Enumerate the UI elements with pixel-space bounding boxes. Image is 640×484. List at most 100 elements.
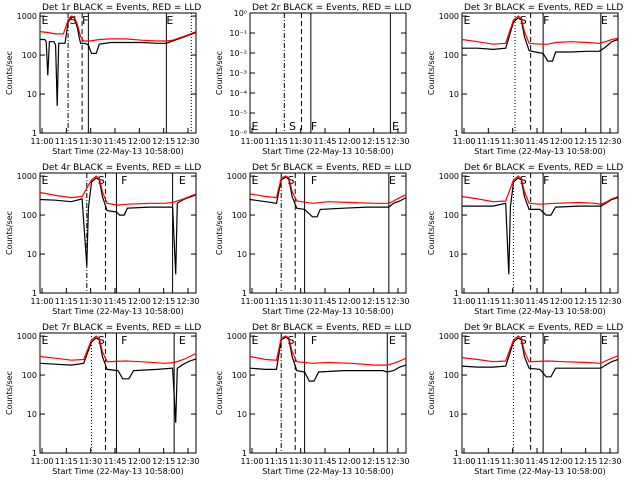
marker-label-e: E [166, 14, 173, 27]
x-tick-label: 12:15 [152, 457, 175, 466]
y-axis-label: Counts/sec [5, 51, 14, 95]
marker-label-s: S [98, 334, 105, 347]
x-tick-label: 12:15 [362, 457, 385, 466]
x-tick-label: 11:30 [289, 457, 312, 466]
x-tick-label: 12:00 [338, 137, 361, 146]
plot-frame [249, 12, 407, 134]
x-tick-label: 11:45 [525, 297, 548, 306]
plot-frame [461, 332, 619, 454]
lld-series-line [249, 175, 407, 204]
chart-title: Det 5r BLACK = Events, RED = LLD [252, 163, 411, 173]
x-axis-label: Start Time (22-May-13 10:58:00) [262, 307, 393, 316]
marker-label-s: S [98, 174, 105, 187]
x-tick-label: 12:00 [550, 457, 573, 466]
events-series-line [39, 177, 197, 275]
x-tick-label: 12:15 [574, 137, 597, 146]
y-tick-label: 10 [449, 250, 459, 259]
x-tick-label: 11:45 [525, 137, 548, 146]
marker-label-s: S [520, 334, 527, 347]
x-tick-label: 12:30 [386, 297, 409, 306]
events-series-line [461, 337, 619, 378]
chart-panel-6: Det 6r BLACK = Events, RED = LLD 1 10 100 10… [427, 163, 623, 316]
lld-series-line [461, 335, 619, 364]
marker-label-e: E [464, 14, 471, 27]
lld-series-line [39, 335, 197, 364]
chart-panel-8: Det 8r BLACK = Events, RED = LLD 1 10 100 10… [215, 323, 411, 476]
y-tick-label: 1 [32, 449, 37, 458]
events-series-line [40, 16, 197, 106]
x-tick-label: 11:30 [289, 137, 312, 146]
y-tick-label: 100 [232, 371, 247, 380]
y-tick-label: 1000 [439, 332, 459, 341]
lld-series-line [249, 335, 407, 366]
x-axis-label: Start Time (22-May-13 10:58:00) [474, 147, 605, 156]
x-axis-label: Start Time (22-May-13 10:58:00) [474, 467, 605, 476]
x-tick-label: 11:45 [103, 457, 126, 466]
y-axis-label: Counts/sec [427, 211, 436, 255]
x-tick-label: 12:00 [128, 297, 151, 306]
y-tick-label: 1000 [17, 172, 37, 181]
x-tick-label: 11:30 [501, 137, 524, 146]
chart-title: Det 4r BLACK = Events, RED = LLD [42, 163, 201, 173]
plot-frame [461, 12, 619, 134]
marker-label-f: F [311, 334, 317, 347]
marker-label-f: F [311, 120, 317, 133]
y-tick-label: 1 [454, 449, 459, 458]
y-tick-label: 1 [32, 129, 37, 138]
x-tick-label: 12:00 [338, 457, 361, 466]
chart-title: Det 9r BLACK = Events, RED = LLD [464, 323, 623, 333]
marker-label-s: S [289, 120, 296, 133]
marker-label-f: F [543, 334, 549, 347]
y-tick-label: 1000 [17, 332, 37, 341]
y-tick-label: 10⁻⁵ [229, 109, 247, 118]
x-tick-label: 12:00 [338, 297, 361, 306]
x-tick-label: 12:00 [550, 137, 573, 146]
chart-title: Det 8r BLACK = Events, RED = LLD [252, 323, 411, 333]
lld-series-line [39, 175, 197, 206]
y-tick-label: 100 [232, 211, 247, 220]
marker-label-f: F [543, 174, 549, 187]
marker-label-f: F [121, 174, 127, 187]
events-series-line [462, 177, 619, 275]
y-axis-label: Counts/sec [5, 211, 14, 255]
y-tick-label: 100 [22, 51, 37, 60]
marker-label-e: E [601, 174, 608, 187]
x-tick-label: 11:45 [103, 297, 126, 306]
x-tick-label: 11:00 [30, 297, 53, 306]
lld-series-line [461, 15, 619, 45]
x-tick-label: 11:30 [79, 457, 102, 466]
marker-label-e: E [42, 174, 49, 187]
x-tick-label: 12:15 [362, 297, 385, 306]
y-tick-label: 10 [449, 90, 459, 99]
x-tick-label: 12:15 [574, 297, 597, 306]
x-tick-label: 12:30 [176, 297, 199, 306]
x-tick-label: 11:45 [313, 137, 336, 146]
x-tick-label: 11:00 [240, 457, 263, 466]
y-tick-label: 10⁻² [229, 49, 247, 58]
y-axis-label: Counts/sec [215, 371, 224, 415]
chart-panel-5: Det 5r BLACK = Events, RED = LLD 1 10 100 10… [215, 163, 411, 316]
y-tick-label: 100 [22, 211, 37, 220]
marker-label-f: F [121, 334, 127, 347]
y-axis-label: Counts/sec [427, 371, 436, 415]
x-tick-label: 11:45 [313, 457, 336, 466]
x-tick-label: 12:30 [386, 457, 409, 466]
x-tick-label: 12:30 [598, 457, 621, 466]
y-tick-label: 1 [242, 449, 247, 458]
y-tick-label: 1 [454, 289, 459, 298]
plot-frame [39, 172, 197, 294]
chart-panel-1: Det 1r BLACK = Events, RED = LLD 1 10 100 10… [5, 3, 201, 156]
x-tick-label: 12:15 [152, 297, 175, 306]
x-tick-label: 11:15 [55, 297, 78, 306]
marker-label-e: E [389, 334, 396, 347]
y-tick-label: 10 [449, 410, 459, 419]
lld-series-line [461, 175, 619, 205]
x-tick-label: 11:00 [240, 297, 263, 306]
events-series-line [249, 336, 407, 382]
y-tick-label: 10 [27, 90, 37, 99]
x-tick-label: 11:15 [265, 297, 288, 306]
plot-frame [461, 172, 619, 294]
events-series-line [39, 337, 197, 423]
marker-label-f: F [543, 14, 549, 27]
plot-frame [39, 332, 197, 454]
